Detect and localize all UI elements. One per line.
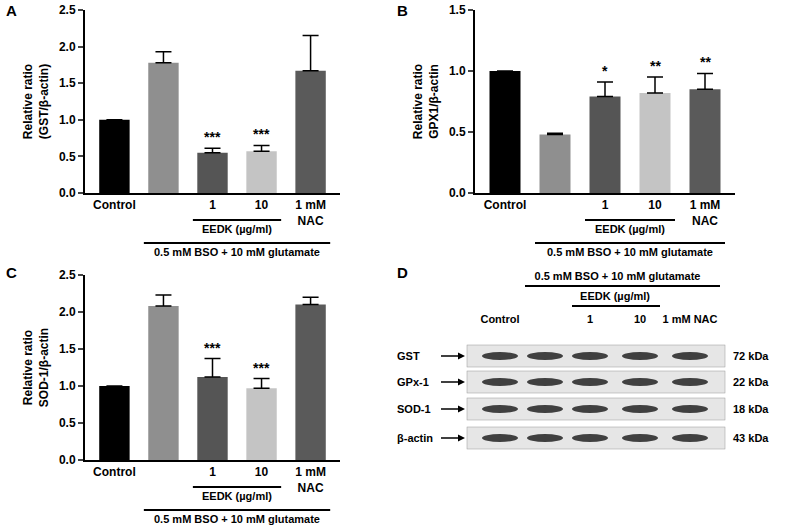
svg-text:0.5: 0.5 (59, 150, 76, 164)
svg-text:1 mMNAC: 1 mMNAC (690, 198, 721, 228)
svg-text:EEDK (µg/ml): EEDK (µg/ml) (595, 223, 665, 235)
svg-text:2.5: 2.5 (59, 3, 76, 17)
svg-text:2.5: 2.5 (59, 268, 76, 282)
svg-text:*: * (602, 63, 608, 79)
svg-text:0.0: 0.0 (59, 453, 76, 467)
svg-text:0.5 mM BSO + 10 mM glutamate: 0.5 mM BSO + 10 mM glutamate (535, 270, 701, 282)
svg-text:Control: Control (93, 198, 136, 212)
svg-text:18 kDa: 18 kDa (733, 403, 769, 415)
svg-text:0.0: 0.0 (59, 186, 76, 200)
svg-text:Relative ratioGPX1/β-actin: Relative ratioGPX1/β-actin (411, 64, 441, 139)
svg-text:1.0: 1.0 (59, 113, 76, 127)
svg-text:SOD-1: SOD-1 (397, 403, 431, 415)
svg-text:1.5: 1.5 (59, 342, 76, 356)
svg-text:1 mM NAC: 1 mM NAC (662, 313, 717, 325)
svg-text:0.5: 0.5 (449, 125, 466, 139)
svg-text:1.5: 1.5 (449, 3, 466, 17)
svg-text:C: C (6, 264, 17, 281)
svg-text:72 kDa: 72 kDa (733, 350, 769, 362)
svg-text:10: 10 (255, 465, 269, 479)
svg-text:Control: Control (484, 198, 527, 212)
svg-text:0.5 mM BSO + 10 mM glutamate: 0.5 mM BSO + 10 mM glutamate (154, 246, 320, 258)
svg-text:1: 1 (587, 313, 593, 325)
svg-text:EEDK (µg/ml): EEDK (µg/ml) (202, 490, 272, 502)
svg-text:**: ** (700, 54, 711, 70)
svg-text:EEDK (µg/ml): EEDK (µg/ml) (202, 223, 272, 235)
svg-text:0.5: 0.5 (59, 416, 76, 430)
svg-text:Relative ratioSOD-1/β-actin: Relative ratioSOD-1/β-actin (21, 328, 51, 407)
svg-text:**: ** (650, 58, 661, 74)
svg-text:1.0: 1.0 (59, 379, 76, 393)
svg-text:***: *** (204, 129, 221, 145)
svg-text:10: 10 (634, 313, 646, 325)
svg-text:D: D (397, 264, 408, 281)
svg-text:1.5: 1.5 (59, 76, 76, 90)
svg-text:***: *** (253, 126, 270, 142)
svg-text:Control: Control (480, 313, 519, 325)
svg-text:EEDK (µg/ml): EEDK (µg/ml) (580, 290, 650, 302)
svg-text:1: 1 (209, 198, 216, 212)
svg-text:1: 1 (209, 465, 216, 479)
svg-text:A: A (6, 2, 17, 19)
svg-text:GPx-1: GPx-1 (397, 376, 429, 388)
svg-text:10: 10 (255, 198, 269, 212)
svg-text:2.0: 2.0 (59, 40, 76, 54)
svg-text:1: 1 (602, 198, 609, 212)
svg-text:GST: GST (397, 350, 420, 362)
svg-text:0.5 mM BSO + 10 mM glutamate: 0.5 mM BSO + 10 mM glutamate (547, 246, 713, 258)
svg-text:***: *** (204, 340, 221, 356)
svg-text:43 kDa: 43 kDa (733, 432, 769, 444)
svg-text:1 mMNAC: 1 mMNAC (295, 465, 326, 495)
svg-text:***: *** (253, 360, 270, 376)
svg-text:10: 10 (648, 198, 662, 212)
svg-text:22 kDa: 22 kDa (733, 376, 769, 388)
svg-text:0.5 mM BSO + 10 mM glutamate: 0.5 mM BSO + 10 mM glutamate (154, 513, 320, 525)
svg-text:β-actin: β-actin (397, 432, 433, 444)
svg-text:2.0: 2.0 (59, 305, 76, 319)
svg-text:Control: Control (93, 465, 136, 479)
svg-text:Relative ratio(GST/β-actin): Relative ratio(GST/β-actin) (21, 64, 51, 139)
svg-text:1.0: 1.0 (449, 64, 466, 78)
svg-text:1 mMNAC: 1 mMNAC (295, 198, 326, 228)
svg-text:0.0: 0.0 (449, 186, 466, 200)
svg-text:B: B (397, 2, 408, 19)
